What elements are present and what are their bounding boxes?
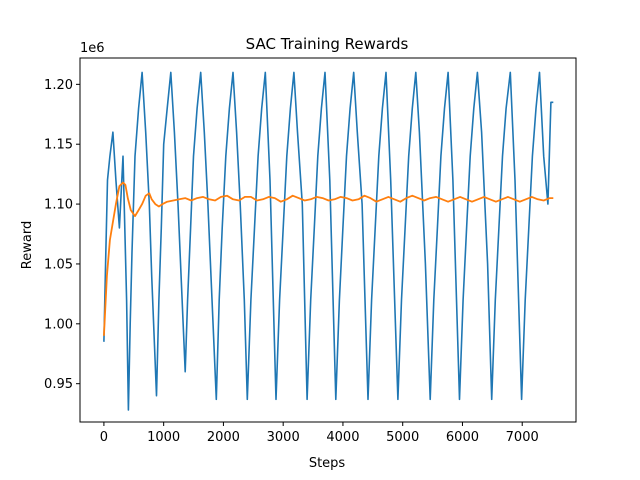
plot-frame xyxy=(79,57,577,423)
x-axis-label: Steps xyxy=(309,456,346,471)
x-tick-label: 5000 xyxy=(386,430,419,445)
series-line-0 xyxy=(103,71,554,411)
x-axis: 0 1000 2000 3000 4000 5000 6000 7000 xyxy=(100,422,539,445)
x-tick-label: 3000 xyxy=(267,430,300,445)
series-layer xyxy=(103,71,554,411)
plot-area xyxy=(79,57,577,423)
chart-title: SAC Training Rewards xyxy=(246,35,409,53)
y-tick-label: 0.95 xyxy=(44,377,73,392)
x-tick-label: 1000 xyxy=(147,430,180,445)
series-line-1 xyxy=(103,181,554,336)
y-tick-label: 1.05 xyxy=(44,257,73,272)
x-tick-label: 6000 xyxy=(446,430,479,445)
x-tick-label: 7000 xyxy=(506,430,539,445)
y-tick-label: 1.15 xyxy=(44,138,73,153)
y-axis-label: Reward xyxy=(20,221,35,269)
y-axis: 0.95 1.00 1.05 1.10 1.15 1.20 xyxy=(44,78,80,392)
y-tick-label: 1.00 xyxy=(44,317,73,332)
x-tick-label: 4000 xyxy=(326,430,359,445)
x-tick-label: 2000 xyxy=(207,430,240,445)
y-offset-label: 1e6 xyxy=(80,41,105,56)
x-tick-label: 0 xyxy=(100,430,108,445)
y-tick-label: 1.20 xyxy=(44,78,73,93)
y-tick-label: 1.10 xyxy=(44,198,73,213)
